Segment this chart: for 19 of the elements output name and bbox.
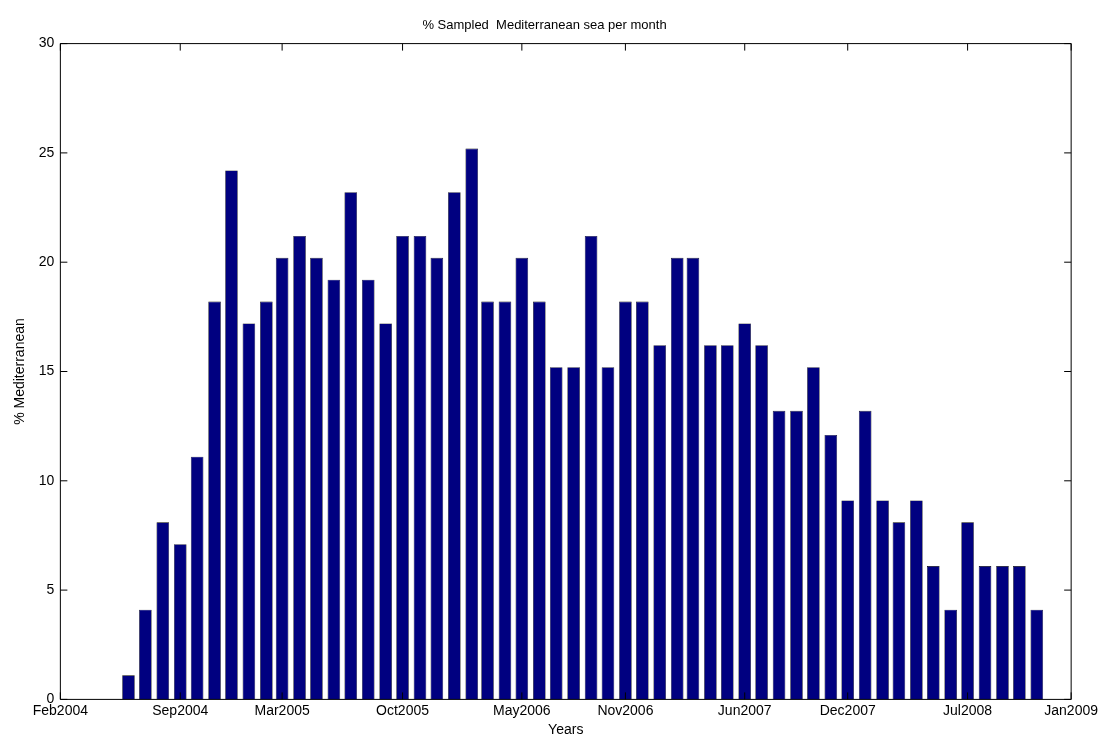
y-tick-label: 0: [46, 690, 55, 707]
x-tick-label: May2006: [493, 701, 551, 718]
chart-title: % Sampled Mediterranean sea per month: [422, 17, 667, 33]
y-tick-label: 15: [38, 362, 55, 379]
x-tick-label: Dec2007: [819, 701, 876, 718]
x-tick-label: Jan2009: [1044, 701, 1099, 718]
y-tick-label: 25: [38, 143, 55, 160]
y-tick-label: 20: [38, 253, 55, 270]
y-tick-label: 5: [46, 580, 55, 597]
y-tick-label: 30: [38, 34, 55, 51]
y-axis-title: % Mediterranean: [11, 318, 28, 425]
x-axis-title: Years: [548, 721, 584, 738]
x-tick-label: Jun2007: [717, 701, 772, 718]
y-tick-label: 10: [38, 471, 55, 488]
x-tick-label: Jul2008: [943, 701, 993, 718]
x-tick-label: Sep2004: [152, 701, 209, 718]
x-tick-label: Mar2005: [254, 701, 310, 718]
x-tick-label: Nov2006: [597, 701, 654, 718]
x-tick-label: Oct2005: [376, 701, 430, 718]
